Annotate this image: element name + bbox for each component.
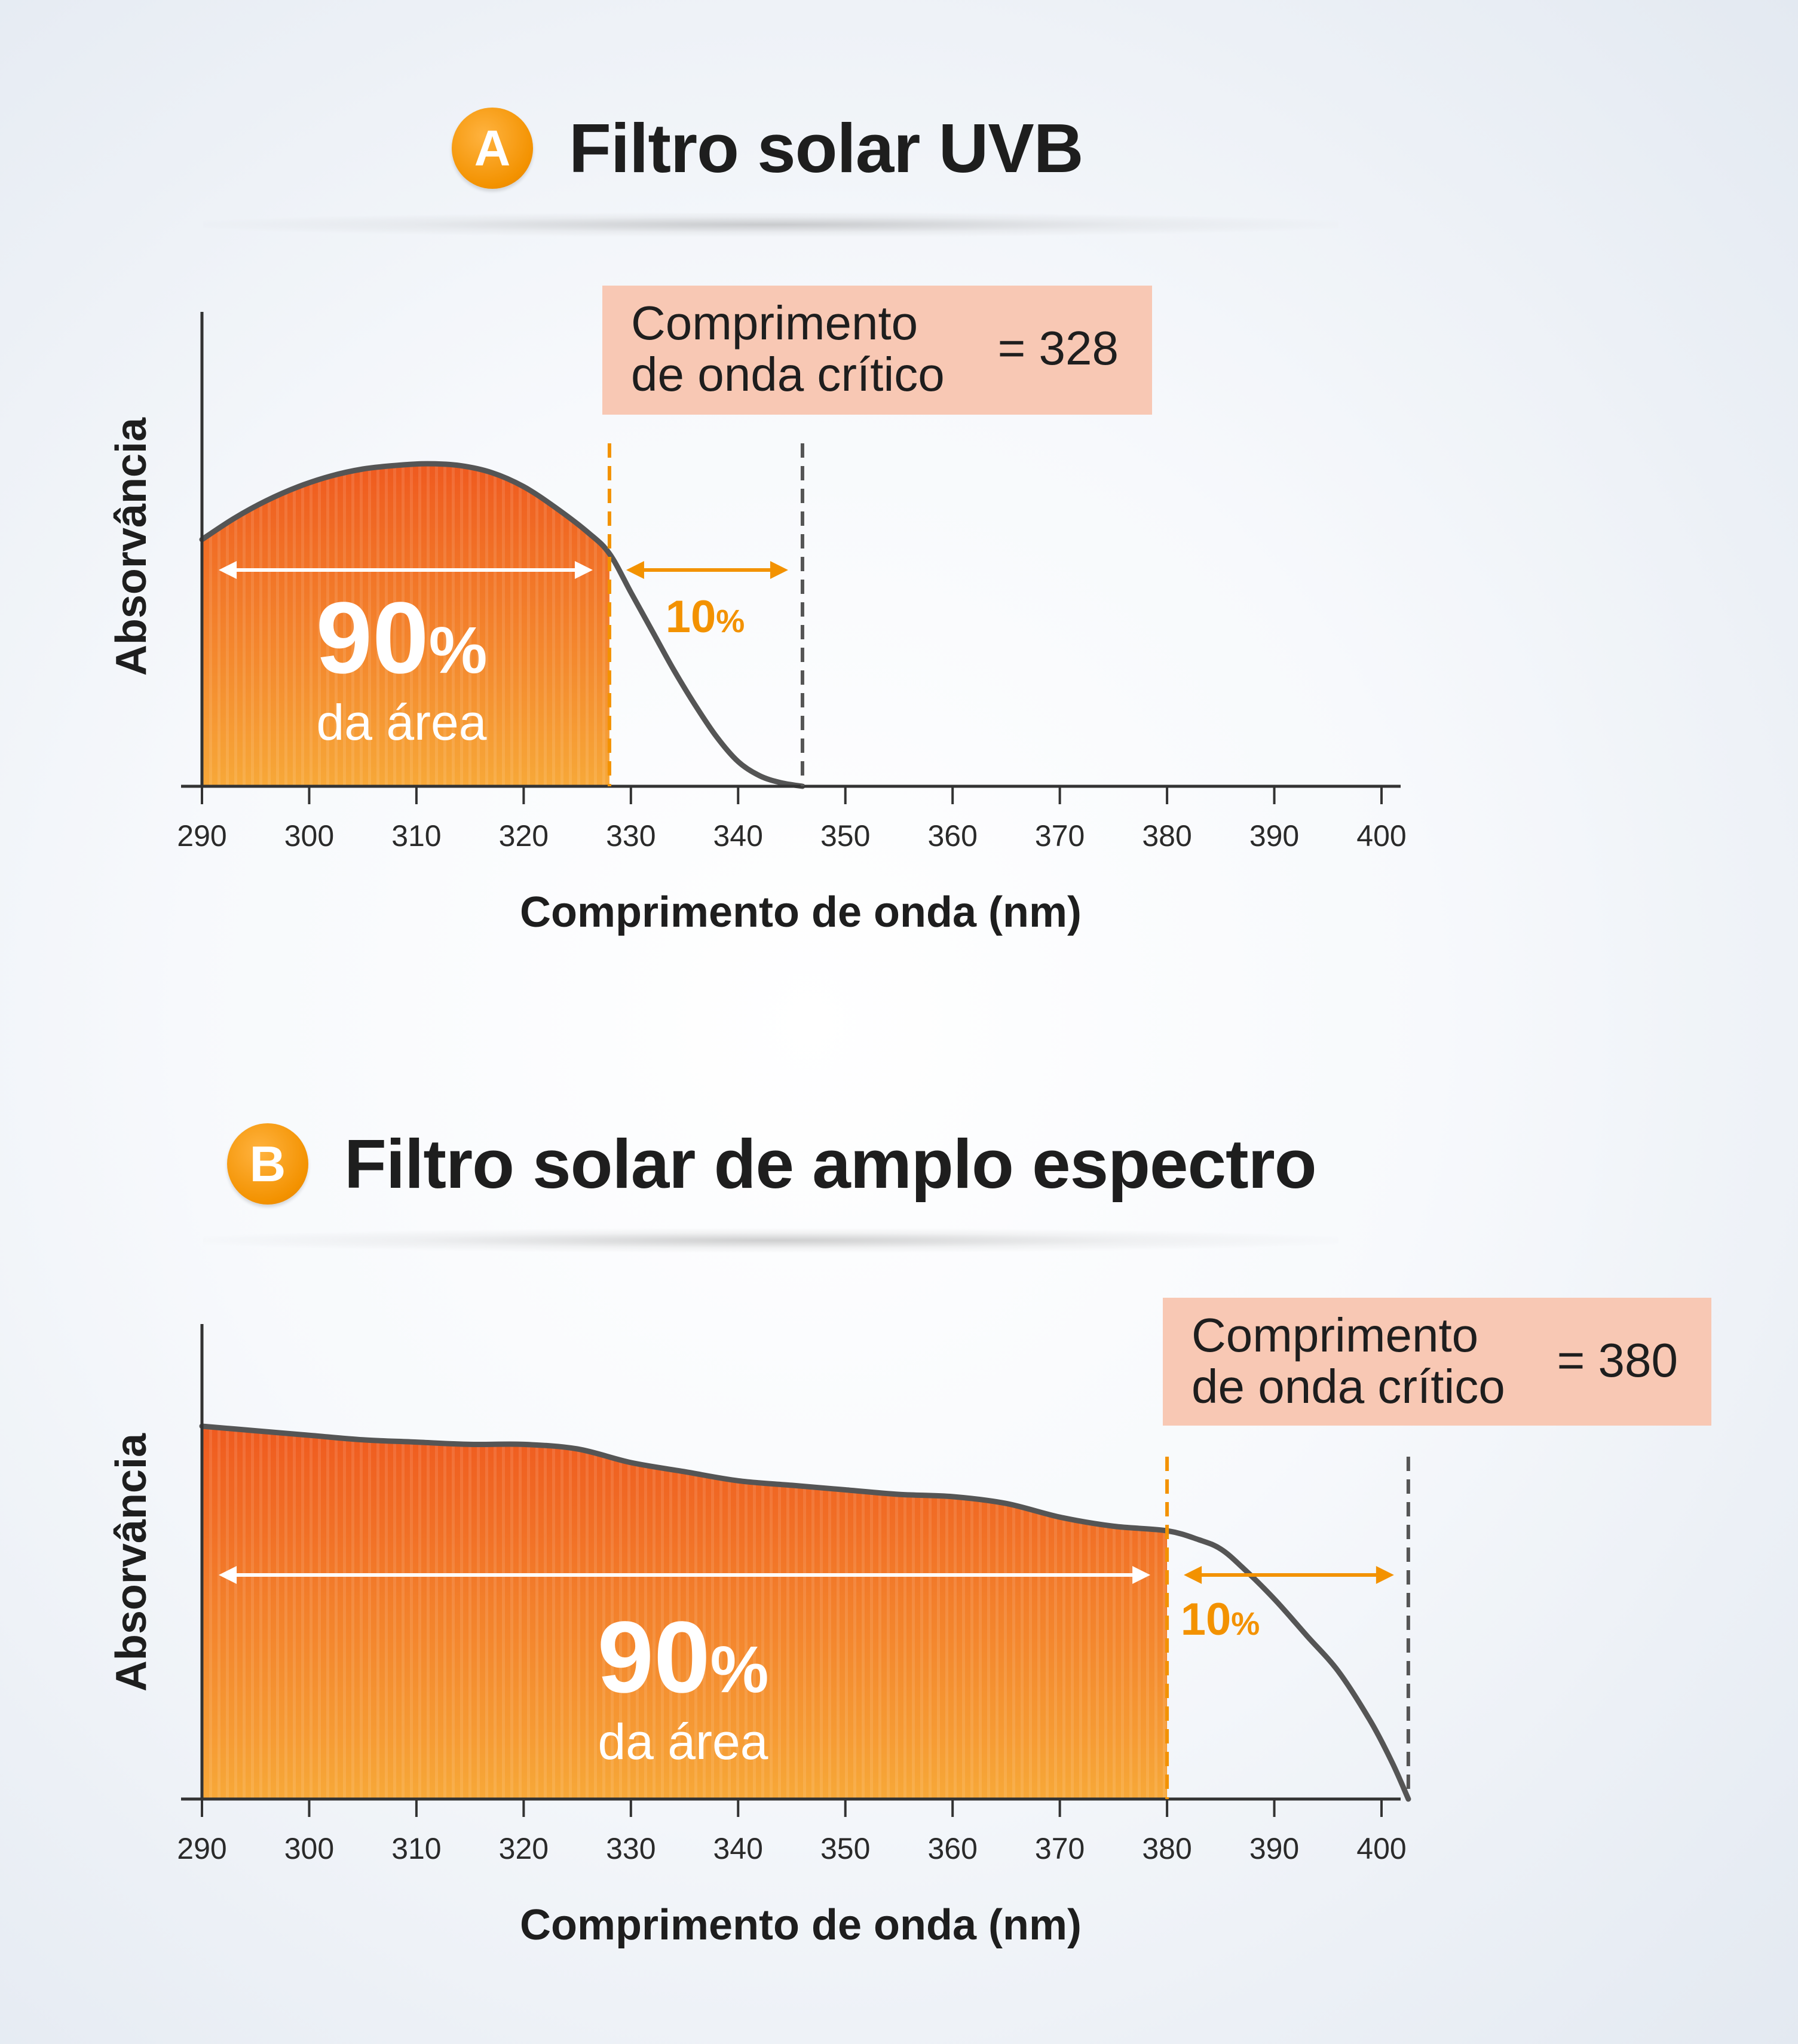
x-tick-label: 390 [1249,1832,1299,1865]
x-tick-label: 320 [499,1832,549,1865]
panel-a: A Filtro solar UVB 290 300 310 320 330 340 350… [0,0,1798,1016]
x-tick-label: 380 [1142,819,1191,853]
chart-a: 290 300 310 320 330 340 350 360 370 380 390 400 Comp… [108,286,1407,936]
callout-line1: Comprimento [631,296,918,350]
x-tick-label: 310 [391,1832,441,1865]
x-tick-label: 340 [713,819,763,853]
x-tick-label: 400 [1356,819,1406,853]
ten-percent-arrow [1184,1566,1394,1584]
x-axis-title: Comprimento de onda (nm) [520,888,1082,936]
x-tick-label: 400 [1356,1832,1406,1865]
x-tick-label: 380 [1142,1832,1191,1865]
ninety-percent-label: 90% [598,1601,769,1714]
y-axis-title: Absorvância [108,417,155,676]
x-axis-title: Comprimento de onda (nm) [520,1901,1082,1949]
panel-a-title: Filtro solar UVB [569,109,1084,187]
callout-box [602,286,1152,415]
absorbance-curve [199,461,805,789]
panel-b-title: Filtro solar de amplo espectro [344,1125,1317,1203]
x-tick-label: 290 [177,1832,226,1865]
panel-a-title-shadow [203,213,1338,237]
callout-value: = 380 [1557,1334,1678,1387]
panel-b: B Filtro solar de amplo espectro 290 300 3… [0,1016,1798,2044]
x-tick-label: 360 [927,819,977,853]
panel-b-badge: B [227,1123,308,1205]
x-tick-label: 340 [713,1832,763,1865]
x-tick-label: 300 [284,1832,334,1865]
panel-a-badge: A [452,108,533,189]
chart-b: 290 300 310 320 330 340 350 360 370 380 390 400 Comp… [108,1298,1711,1949]
area-label: da área [598,1714,768,1770]
panel-a-header: A Filtro solar UVB [452,108,1084,189]
callout-value: = 328 [998,321,1119,375]
x-tick-label: 290 [177,819,226,853]
callout-line2: de onda crítico [1191,1360,1505,1413]
area-texture [202,1426,1168,1799]
x-tick-label: 360 [927,1832,977,1865]
ninety-percent-arrow [219,1566,1151,1584]
panel-b-header: B Filtro solar de amplo espectro [227,1123,1317,1205]
area-label: da área [317,694,487,750]
x-tick-label: 330 [606,1832,656,1865]
callout-line1: Comprimento [1191,1308,1478,1362]
x-tick-label: 370 [1035,819,1085,853]
x-tick-label: 320 [499,819,549,853]
x-tick-label: 390 [1249,819,1299,853]
ten-percent-label: 10% [666,592,745,642]
callout-box [1163,1298,1711,1426]
ninety-percent-label: 90% [316,581,488,695]
area-texture [202,464,609,786]
x-tick-label: 330 [606,819,656,853]
absorbance-curve [199,1423,1411,1802]
panel-b-title-shadow [203,1228,1338,1252]
x-tick-label: 370 [1035,1832,1085,1865]
x-tick-label: 300 [284,819,334,853]
ten-percent-label: 10% [1181,1594,1260,1645]
x-tick-label: 350 [820,1832,870,1865]
callout-line2: de onda crítico [631,348,945,401]
x-tick-label: 310 [391,819,441,853]
x-tick-label: 350 [820,819,870,853]
ninety-percent-arrow [219,561,593,579]
y-axis-title: Absorvância [108,1433,155,1691]
ten-percent-arrow [626,561,788,579]
